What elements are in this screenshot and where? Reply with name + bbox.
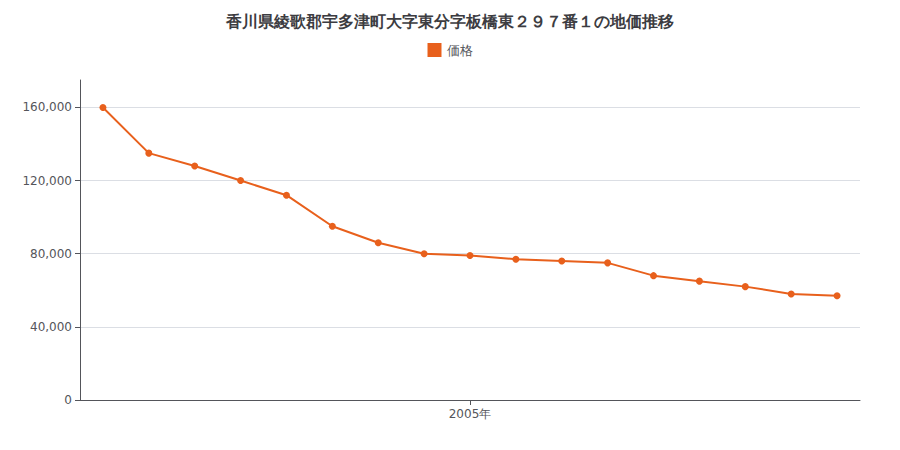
- svg-text:0: 0: [64, 393, 72, 407]
- svg-text:価格: 価格: [447, 43, 473, 58]
- svg-text:40,000: 40,000: [30, 320, 72, 334]
- svg-text:香川県綾歌郡宇多津町大字東分字板橋東２９７番１の地価推移: 香川県綾歌郡宇多津町大字東分字板橋東２９７番１の地価推移: [225, 12, 674, 31]
- svg-text:2005年: 2005年: [449, 407, 492, 421]
- svg-text:120,000: 120,000: [22, 174, 72, 188]
- svg-text:80,000: 80,000: [30, 247, 72, 261]
- svg-text:160,000: 160,000: [22, 100, 72, 114]
